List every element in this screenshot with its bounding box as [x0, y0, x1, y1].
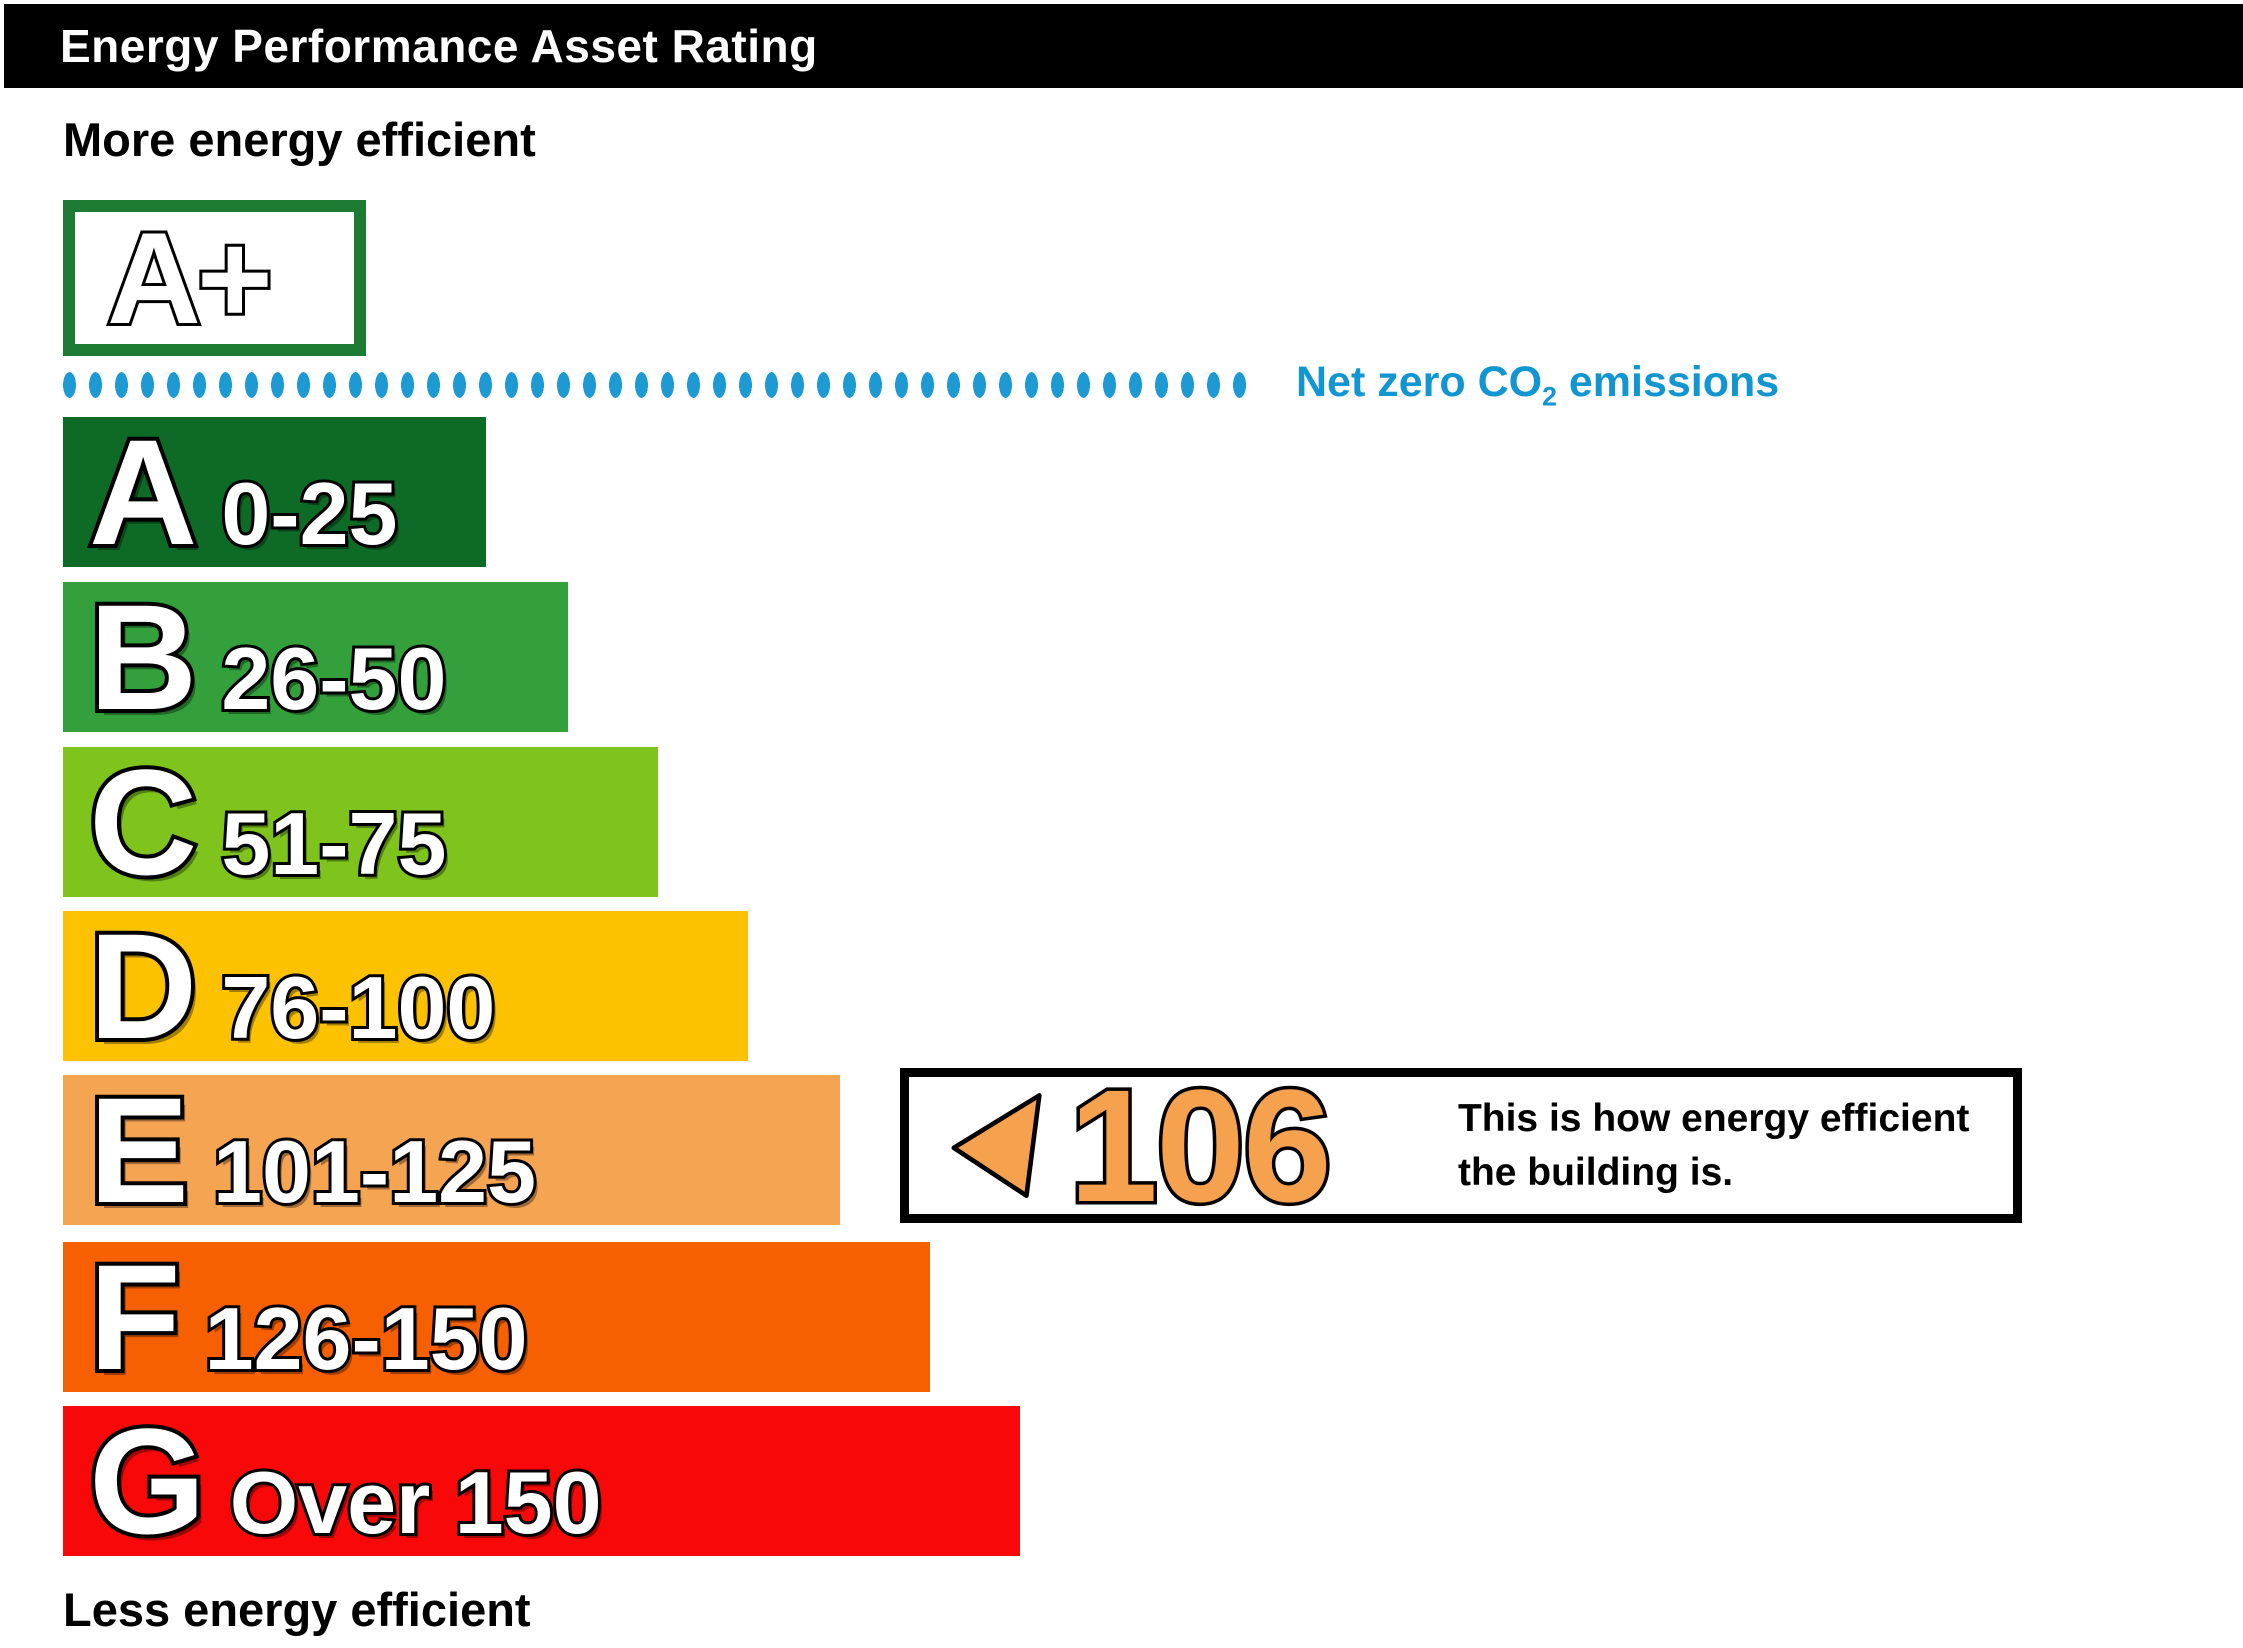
- net-zero-dotted-line: [63, 372, 1247, 398]
- rating-indicator: 106 This is how energy efficient the bui…: [900, 1055, 2022, 1235]
- band-g: G Over 150: [63, 1397, 1020, 1565]
- band-a-plus: A+: [63, 200, 366, 356]
- net-zero-subscript: 2: [1542, 381, 1557, 412]
- band-c-letter: C: [85, 738, 201, 906]
- band-g-letter: G: [85, 1397, 210, 1565]
- band-a-letter: A: [85, 408, 201, 576]
- band-a: A 0-25: [63, 408, 486, 576]
- band-d: D 76-100: [63, 902, 748, 1070]
- page-title: Energy Performance Asset Rating: [60, 20, 818, 72]
- band-g-range: Over 150: [227, 1450, 605, 1555]
- rating-description: This is how energy efficient the buildin…: [1458, 1092, 1969, 1200]
- net-zero-label: Net zero CO2 emissions: [1296, 358, 1779, 413]
- band-e: E 101-125: [63, 1066, 840, 1234]
- band-f-letter: F: [85, 1233, 185, 1401]
- band-a-plus-letter: A+: [104, 205, 276, 351]
- left-arrow-icon: [951, 1092, 1042, 1198]
- band-c: C 51-75: [63, 738, 658, 906]
- less-efficient-label: Less energy efficient: [63, 1583, 531, 1636]
- net-zero-text: Net zero CO: [1296, 358, 1543, 406]
- band-b: B 26-50: [63, 573, 568, 741]
- rating-value: 106: [1066, 1055, 1336, 1235]
- band-f: F 126-150: [63, 1233, 930, 1401]
- more-efficient-label: More energy efficient: [63, 113, 536, 166]
- net-zero-text-suffix: emissions: [1556, 358, 1780, 406]
- band-f-range: 126-150: [202, 1286, 531, 1391]
- rating-description-line1: This is how energy efficient: [1457, 1096, 1970, 1140]
- band-e-range: 101-125: [210, 1119, 539, 1224]
- band-b-range: 26-50: [218, 626, 449, 731]
- band-c-range: 51-75: [218, 791, 449, 896]
- band-b-letter: B: [85, 573, 201, 741]
- band-d-range: 76-100: [218, 955, 498, 1060]
- band-e-letter: E: [85, 1066, 193, 1234]
- rating-description-line2: the building is.: [1457, 1150, 1734, 1194]
- band-a-range: 0-25: [218, 461, 400, 566]
- title-bar: Energy Performance Asset Rating: [4, 4, 2243, 88]
- band-d-letter: D: [85, 902, 201, 1070]
